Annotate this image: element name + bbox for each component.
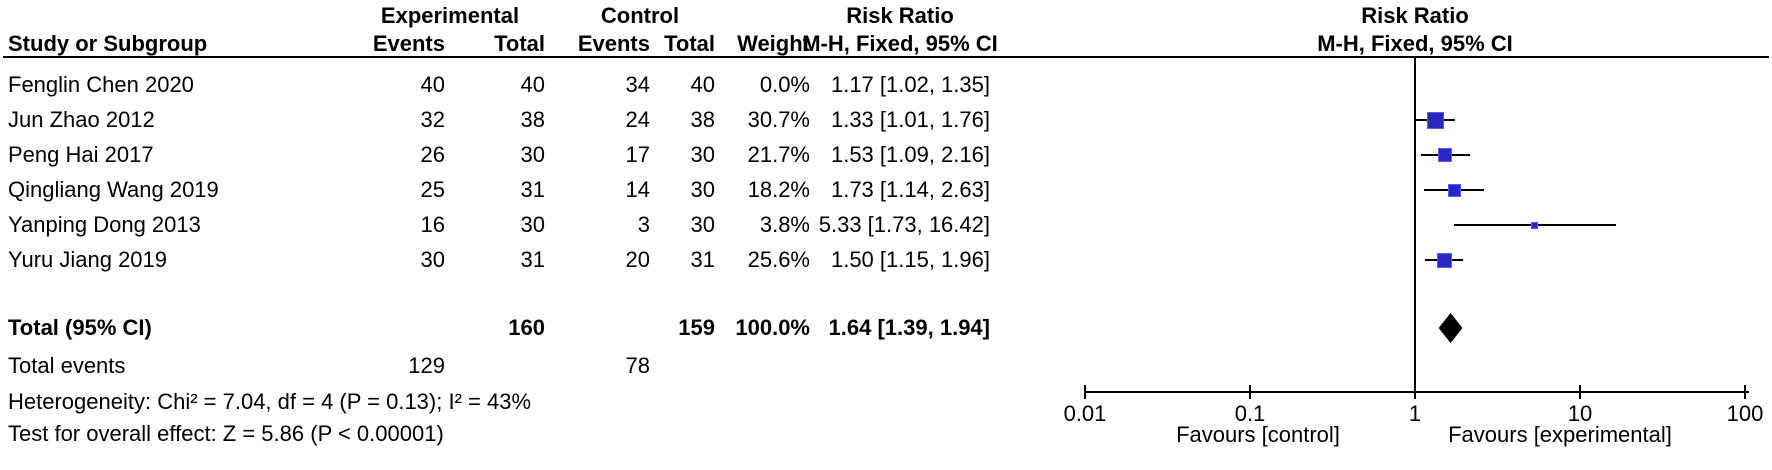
total-rr-ci: 1.64 [1.39, 1.94] (828, 315, 990, 340)
exp-total-cell: 31 (520, 247, 545, 272)
header-rr-method-left: M-H, Fixed, 95% CI (802, 31, 998, 56)
x-axis-line (1085, 391, 1749, 393)
ctrl-total-cell: 30 (690, 177, 715, 202)
study-label: Yanping Dong 2013 (8, 212, 201, 237)
heterogeneity-text: Heterogeneity: Chi² = 7.04, df = 4 (P = … (8, 389, 532, 414)
axis-tick-label: 100 (1726, 401, 1764, 426)
total-weight: 100.0% (735, 315, 810, 340)
forest-square-marker (1531, 221, 1539, 229)
ctrl-events-cell: 3 (637, 212, 650, 237)
study-label: Peng Hai 2017 (8, 142, 154, 167)
weight-cell: 30.7% (747, 107, 810, 132)
axis-tick (1414, 385, 1416, 399)
ctrl-total-cell: 30 (690, 142, 715, 167)
exp-events-cell: 30 (420, 247, 445, 272)
axis-tick (1084, 385, 1086, 399)
rr-ci-cell: 1.73 [1.14, 2.63] (830, 177, 990, 202)
favours-control-label: Favours [control] (1176, 422, 1340, 447)
header-group-experimental: Experimental (380, 3, 520, 28)
header-exp-events: Events (372, 31, 445, 56)
axis-tick-label: 0.1 (1234, 401, 1266, 426)
rr-ci-cell: 1.33 [1.01, 1.76] (830, 107, 990, 132)
exp-events-cell: 25 (420, 177, 445, 202)
ctrl-events-cell: 20 (625, 247, 650, 272)
exp-total-cell: 40 (520, 72, 545, 97)
axis-tick (1249, 385, 1251, 399)
axis-tick (1744, 385, 1746, 399)
axis-tick-label: 1 (1408, 401, 1422, 426)
ctrl-events-cell: 17 (625, 142, 650, 167)
ctrl-total-cell: 38 (690, 107, 715, 132)
exp-total-cell: 30 (520, 142, 545, 167)
header-risk-ratio-plot: Risk Ratio (1361, 3, 1469, 28)
no-effect-line (1414, 57, 1416, 399)
header-exp-total: Total (494, 31, 545, 56)
forest-square-marker (1447, 183, 1461, 197)
exp-total-cell: 31 (520, 177, 545, 202)
weight-cell: 3.8% (759, 212, 810, 237)
favours-experimental-label: Favours [experimental] (1448, 422, 1672, 447)
total-ctrl-total: 159 (678, 315, 715, 340)
ctrl-total-cell: 30 (690, 212, 715, 237)
weight-cell: 0.0% (759, 72, 810, 97)
total-label: Total (95% CI) (8, 315, 152, 340)
exp-events-cell: 16 (420, 212, 445, 237)
header-rr-method-plot: M-H, Fixed, 95% CI (1317, 31, 1513, 56)
rr-ci-cell: 1.53 [1.09, 2.16] (830, 142, 990, 167)
axis-tick (1579, 385, 1581, 399)
overall-effect-text: Test for overall effect: Z = 5.86 (P < 0… (8, 421, 444, 446)
total-events-exp: 129 (408, 353, 445, 378)
study-label: Jun Zhao 2012 (8, 107, 155, 132)
study-label: Fenglin Chen 2020 (8, 72, 194, 97)
pooled-diamond-marker (1438, 313, 1463, 343)
header-group-control: Control (600, 3, 680, 28)
exp-events-cell: 32 (420, 107, 445, 132)
header-study-col: Study or Subgroup (8, 31, 208, 56)
total-events-ctrl: 78 (625, 353, 650, 378)
exp-total-cell: 30 (520, 212, 545, 237)
weight-cell: 25.6% (747, 247, 810, 272)
forest-square-marker (1436, 252, 1452, 268)
weight-cell: 18.2% (747, 177, 810, 202)
rr-ci-cell: 5.33 [1.73, 16.42] (818, 212, 990, 237)
header-ctrl-events: Events (577, 31, 650, 56)
exp-total-cell: 38 (520, 107, 545, 132)
header-risk-ratio-left: Risk Ratio (846, 3, 954, 28)
ctrl-events-cell: 14 (625, 177, 650, 202)
total-events-label: Total events (8, 353, 126, 378)
weight-cell: 21.7% (747, 142, 810, 167)
study-label: Yuru Jiang 2019 (8, 247, 168, 272)
exp-events-cell: 40 (420, 72, 445, 97)
axis-tick-label: 0.01 (1063, 401, 1107, 426)
exp-events-cell: 26 (420, 142, 445, 167)
header-ctrl-total: Total (664, 31, 715, 56)
forest-square-marker (1426, 111, 1444, 129)
forest-square-marker (1438, 148, 1453, 162)
axis-tick-label: 10 (1567, 401, 1593, 426)
header-underline (3, 56, 1769, 58)
ctrl-events-cell: 24 (625, 107, 650, 132)
ctrl-total-cell: 31 (690, 247, 715, 272)
study-label: Qingliang Wang 2019 (8, 177, 219, 202)
header-weight: Weight (737, 31, 810, 56)
rr-ci-cell: 1.17 [1.02, 1.35] (830, 72, 990, 97)
rr-ci-cell: 1.50 [1.15, 1.96] (830, 247, 990, 272)
ctrl-events-cell: 34 (625, 72, 650, 97)
ctrl-total-cell: 40 (690, 72, 715, 97)
total-exp-total: 160 (508, 315, 545, 340)
